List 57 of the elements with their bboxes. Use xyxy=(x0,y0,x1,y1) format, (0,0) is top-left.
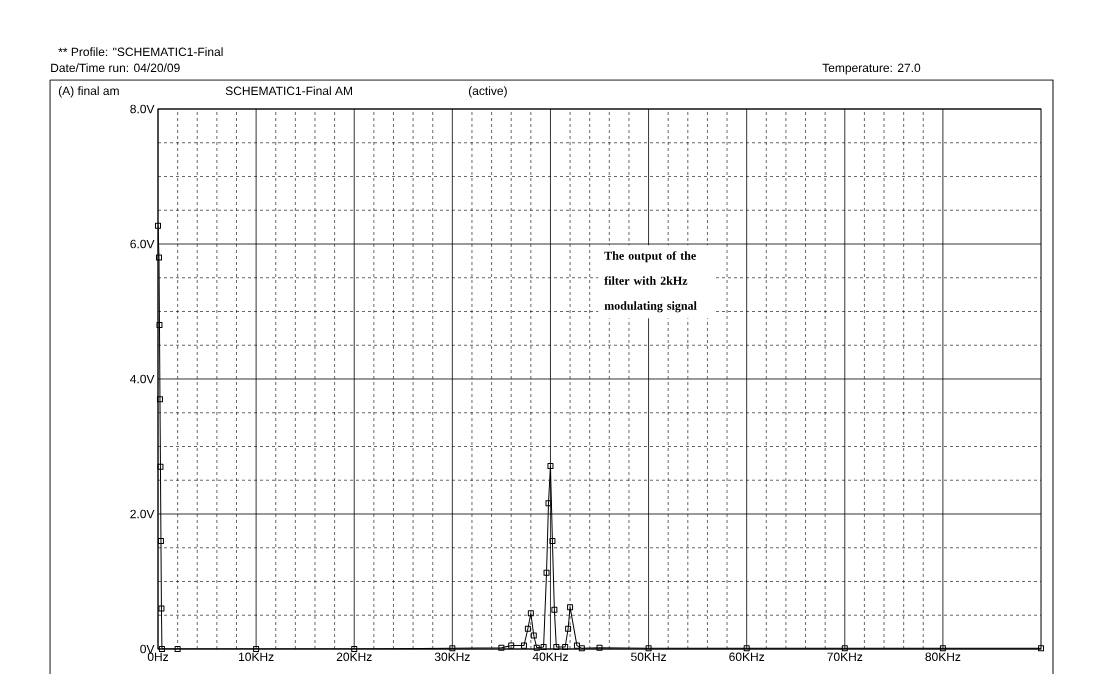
y-tick-label: 2.0V xyxy=(130,509,155,519)
point xyxy=(524,625,531,632)
x-tick-label: 20KHz xyxy=(336,652,372,662)
point xyxy=(155,254,162,261)
text: Temperature: 27.0 xyxy=(822,63,921,75)
point xyxy=(156,322,163,328)
point xyxy=(549,538,556,544)
x-tick-label: 60KHz xyxy=(729,652,765,662)
text: (active) xyxy=(468,86,507,98)
point xyxy=(578,645,585,652)
x-tick-label: 0Hz xyxy=(147,652,169,662)
point xyxy=(551,606,558,613)
x-tick-label: 30KHz xyxy=(434,652,470,662)
point xyxy=(498,644,505,651)
point xyxy=(520,642,527,649)
point xyxy=(253,646,260,652)
text: The output of the filter with 2kHz modulating signal xyxy=(604,251,697,313)
point xyxy=(527,610,534,617)
point xyxy=(553,643,560,650)
point xyxy=(645,645,652,652)
point xyxy=(841,645,848,652)
point xyxy=(547,463,554,470)
chart-subtitle: Date/Time run: 04/20/09 xyxy=(51,63,180,73)
point xyxy=(543,569,550,576)
point xyxy=(596,644,603,651)
point xyxy=(158,605,165,612)
x-tick-label: 80KHz xyxy=(925,652,961,662)
text: (A) final am xyxy=(58,86,119,98)
point xyxy=(573,642,580,649)
point xyxy=(156,396,163,403)
y-tick-label: 0V xyxy=(140,644,155,654)
point xyxy=(565,625,572,632)
text: SCHEMATIC1-Final AM xyxy=(225,86,352,96)
point xyxy=(540,643,547,650)
point xyxy=(562,643,569,650)
x-tick-label: 10KHz xyxy=(239,652,274,662)
point xyxy=(545,500,552,507)
point xyxy=(533,644,540,651)
x-tick-label: 40KHz xyxy=(532,652,568,662)
y-tick-label: 8.0V xyxy=(130,104,155,114)
x-tick-label: 50KHz xyxy=(631,652,666,662)
x-tick-label: 70KHz xyxy=(827,652,863,662)
point xyxy=(939,645,946,652)
y-tick-label: 4.0V xyxy=(130,374,155,384)
point xyxy=(351,646,358,652)
point xyxy=(157,463,164,470)
point xyxy=(157,538,164,544)
point xyxy=(508,642,515,649)
point xyxy=(530,632,537,639)
chart-title: ** Profile: "SCHEMATIC1-Final xyxy=(58,47,223,57)
point xyxy=(1038,645,1045,652)
point xyxy=(174,646,181,652)
y-tick-label: 6.0V xyxy=(130,239,155,249)
point xyxy=(743,645,750,652)
point xyxy=(155,222,161,229)
point xyxy=(567,604,574,611)
point xyxy=(449,645,456,652)
